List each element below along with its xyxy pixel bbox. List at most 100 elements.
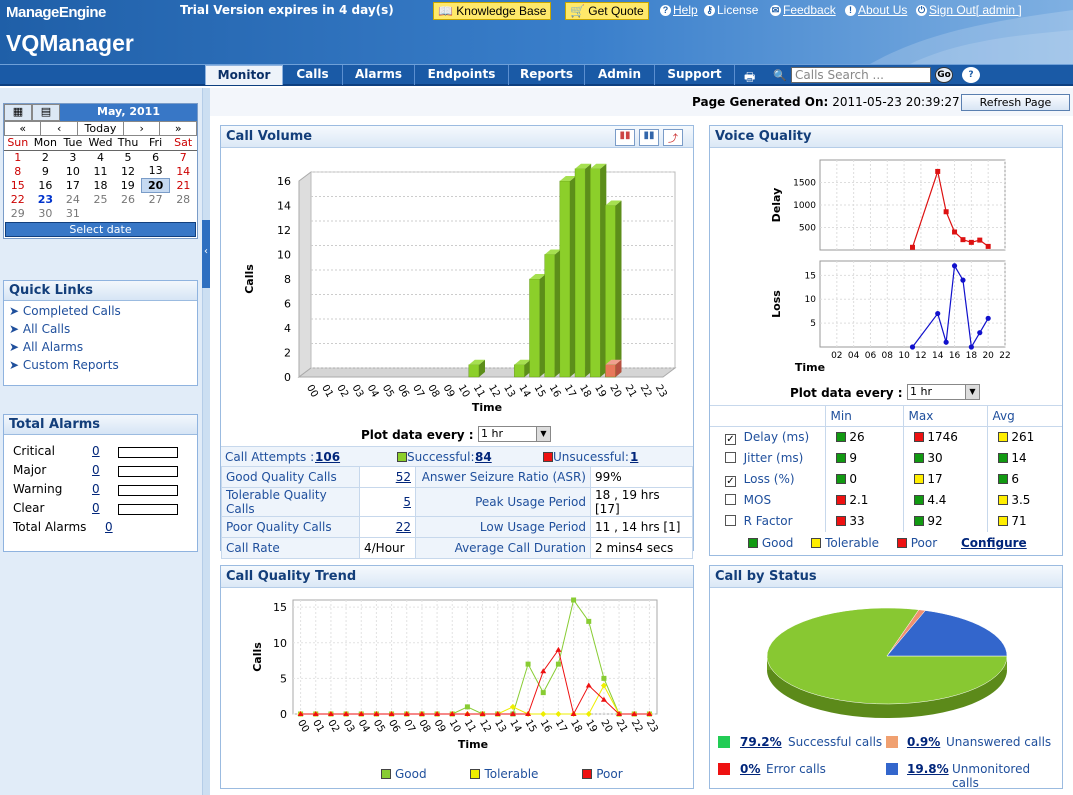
- metric-min: 33: [849, 514, 865, 528]
- line-chart-icon[interactable]: ⤴: [663, 129, 683, 146]
- calendar-day[interactable]: 12: [121, 164, 136, 178]
- tab-calls[interactable]: Calls: [283, 65, 343, 85]
- cv-plot-interval-select[interactable]: 1 hr ▼: [478, 426, 551, 442]
- calendar-day[interactable]: 9: [41, 164, 49, 178]
- product-logo[interactable]: VQManager: [6, 30, 134, 56]
- calendar-day[interactable]: 1: [14, 150, 22, 164]
- calendar-day[interactable]: 14: [176, 164, 191, 178]
- tab-admin[interactable]: Admin: [585, 65, 655, 85]
- tab-monitor[interactable]: Monitor: [205, 65, 283, 85]
- tab-reports[interactable]: Reports: [509, 65, 585, 85]
- calendar-day[interactable]: 18: [93, 178, 108, 192]
- calendar-day[interactable]: 5: [124, 150, 132, 164]
- alarm-count-link[interactable]: 0: [92, 501, 100, 515]
- help-icon[interactable]: ?: [962, 67, 980, 83]
- calendar-day[interactable]: 8: [14, 164, 22, 178]
- calendar-day[interactable]: 29: [10, 206, 25, 220]
- feedback-link[interactable]: ✉ Feedback: [770, 3, 836, 17]
- calendar-day[interactable]: 3: [69, 150, 77, 164]
- metric-checkbox[interactable]: ✓: [725, 433, 736, 445]
- quick-link-all-alarms[interactable]: ➤ All Alarms: [9, 340, 84, 354]
- calendar-day-today[interactable]: 23: [37, 192, 53, 206]
- stat-link[interactable]: 22: [395, 520, 411, 534]
- metric-checkbox[interactable]: [725, 494, 736, 505]
- calendar-day[interactable]: 13: [148, 164, 163, 178]
- alarm-count-link[interactable]: 0: [92, 463, 100, 477]
- calendar-day[interactable]: 22: [10, 192, 25, 206]
- metric-checkbox[interactable]: [725, 452, 736, 463]
- calendar-week-icon[interactable]: ▤: [32, 104, 60, 121]
- help-link[interactable]: ? Help: [660, 3, 698, 17]
- metric-checkbox[interactable]: ✓: [725, 475, 736, 487]
- refresh-page-button[interactable]: Refresh Page: [961, 94, 1070, 111]
- calendar-icon[interactable]: ▦: [4, 104, 32, 121]
- today-button[interactable]: Today: [76, 121, 125, 136]
- calendar-day[interactable]: 24: [65, 192, 80, 206]
- error-pct-link[interactable]: 0%: [740, 762, 761, 776]
- stacked-bar-icon[interactable]: ▮▮: [639, 129, 659, 146]
- calendar-day-selected[interactable]: 20: [141, 177, 170, 193]
- license-link[interactable]: ⚷ License: [704, 3, 758, 17]
- vq-plot-interval-select[interactable]: 1 hr ▼: [907, 384, 980, 400]
- successful-link[interactable]: 84: [475, 450, 492, 464]
- signout-link[interactable]: ⏻ Sign Out[ admin ]: [916, 3, 1022, 17]
- calendar-day[interactable]: 4: [96, 150, 104, 164]
- sidebar-splitter[interactable]: [202, 88, 210, 795]
- select-date-button[interactable]: Select date: [5, 222, 196, 237]
- calendar-day[interactable]: 30: [38, 206, 53, 220]
- quick-link-all-calls[interactable]: ➤ All Calls: [9, 322, 71, 336]
- tab-endpoints[interactable]: Endpoints: [415, 65, 509, 85]
- prev-month-button[interactable]: ‹: [40, 121, 78, 136]
- quick-link-custom-reports[interactable]: ➤ Custom Reports: [9, 358, 119, 372]
- unsuccessful-link[interactable]: 1: [630, 450, 639, 464]
- knowledge-base-button[interactable]: 📖 Knowledge Base: [433, 2, 552, 20]
- x-tick-label: 02: [334, 383, 350, 400]
- stat-link[interactable]: 52: [395, 470, 411, 484]
- configure-link[interactable]: Configure: [961, 536, 1027, 550]
- day-header: Wed: [88, 136, 113, 150]
- next-year-button[interactable]: »: [159, 121, 197, 136]
- go-button[interactable]: Go: [935, 67, 953, 83]
- calendar-day[interactable]: 11: [93, 164, 108, 178]
- tab-support[interactable]: Support: [655, 65, 735, 85]
- quick-link-completed-calls[interactable]: ➤ Completed Calls: [9, 304, 121, 318]
- calls-search-input[interactable]: Calls Search ...: [791, 67, 931, 83]
- bar-chart-icon[interactable]: ▮▮: [615, 129, 635, 146]
- calendar-day[interactable]: 28: [176, 192, 191, 206]
- stat-link[interactable]: 5: [403, 495, 411, 509]
- prev-year-button[interactable]: «: [3, 121, 42, 136]
- get-quote-button[interactable]: 🛒 Get Quote: [565, 2, 649, 20]
- calendar-day[interactable]: 7: [179, 150, 187, 164]
- y-axis-label: Calls: [243, 264, 256, 294]
- calendar-day[interactable]: 26: [121, 192, 136, 206]
- data-point: [555, 646, 562, 652]
- calendar-day[interactable]: 19: [120, 178, 135, 192]
- successful-pct-link[interactable]: 79.2%: [740, 735, 782, 749]
- alarm-count-link[interactable]: 0: [92, 482, 100, 496]
- next-month-button[interactable]: ›: [122, 121, 161, 136]
- calendar-day[interactable]: 10: [65, 164, 80, 178]
- printer-icon[interactable]: 🖶: [744, 70, 756, 84]
- calendar-day[interactable]: 31: [65, 206, 80, 220]
- metric-max: 30: [927, 451, 943, 465]
- calendar-day[interactable]: 21: [176, 178, 191, 192]
- alarm-total-link[interactable]: 0: [105, 520, 113, 534]
- about-link[interactable]: ! About Us: [845, 3, 907, 17]
- calendar-day[interactable]: 6: [152, 150, 160, 164]
- calendar-day[interactable]: 16: [38, 178, 53, 192]
- calendar-day[interactable]: 15: [10, 178, 25, 192]
- calendar-day[interactable]: 2: [41, 150, 49, 164]
- data-point: [585, 682, 592, 688]
- attempts-link[interactable]: 106: [315, 450, 341, 464]
- calendar-day[interactable]: 17: [65, 178, 80, 192]
- alarm-count-link[interactable]: 0: [92, 444, 100, 458]
- brand-logo: ManageEngine: [6, 4, 106, 21]
- collapse-sidebar-handle[interactable]: ‹: [202, 220, 210, 288]
- tab-alarms[interactable]: Alarms: [343, 65, 415, 85]
- calendar-day[interactable]: 25: [93, 192, 108, 206]
- metric-checkbox[interactable]: [725, 515, 736, 526]
- calendar-day[interactable]: 27: [148, 192, 163, 206]
- unmonitored-pct-link[interactable]: 19.8%: [907, 762, 949, 776]
- unanswered-pct-link[interactable]: 0.9%: [907, 735, 941, 749]
- quick-link-label: Completed Calls: [22, 304, 121, 318]
